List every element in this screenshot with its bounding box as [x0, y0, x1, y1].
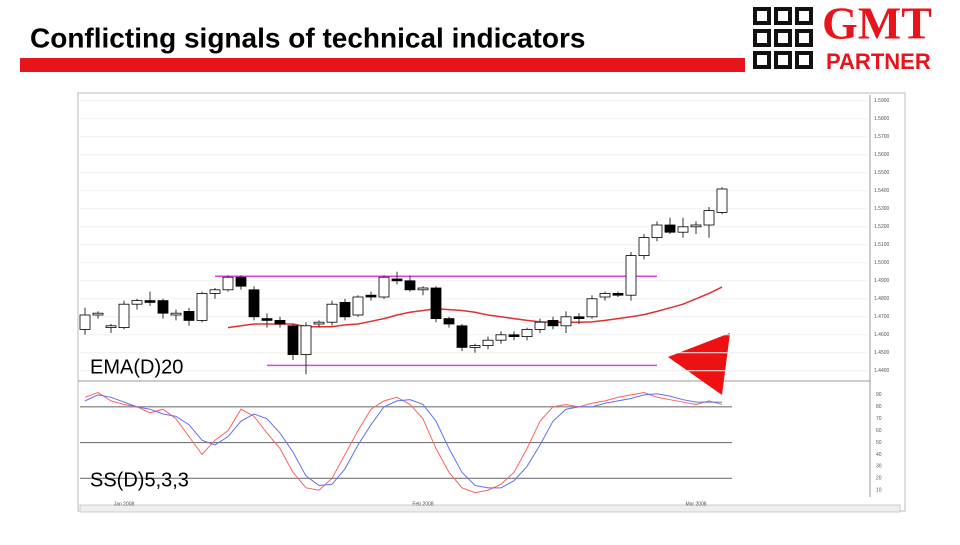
candle-body [495, 334, 507, 341]
indicator-label: EMA(D)20 [90, 356, 183, 378]
y-tick-label: 50 [876, 440, 882, 446]
logo-tagline: PARTNER [826, 49, 931, 74]
stochastic-line [84, 391, 723, 494]
candle-body [365, 294, 377, 298]
candle-body [651, 224, 663, 238]
candle-body [638, 237, 650, 257]
candle-body [677, 226, 689, 233]
candle-body [118, 303, 130, 329]
candle-body [313, 321, 325, 325]
candle-body [326, 303, 338, 323]
candle-body [599, 292, 611, 298]
indicator-label: SS(D)5,3,3 [90, 469, 189, 491]
candle-body [378, 276, 390, 298]
candle-body [79, 314, 91, 330]
candle-body [144, 300, 156, 303]
y-tick-label: 1.5000 [874, 260, 890, 266]
candle-body [300, 325, 312, 355]
candle-body [105, 325, 117, 328]
y-tick-label: 1.5900 [874, 98, 890, 104]
candle-body [352, 296, 364, 316]
y-tick-label: 1.4400 [874, 368, 890, 374]
candle-body [560, 316, 572, 327]
y-tick-label: 1.4800 [874, 296, 890, 302]
y-tick-label: 1.4600 [874, 332, 890, 338]
y-tick-label: 90 [876, 392, 882, 398]
candle-body [157, 300, 169, 314]
candle-body [443, 318, 455, 325]
candle-body [196, 292, 208, 321]
candle-body [586, 298, 598, 318]
y-tick-label: 70 [876, 416, 882, 422]
title-bar [20, 58, 745, 72]
y-tick-label: 1.5400 [874, 188, 890, 194]
y-tick-label: 1.4900 [874, 278, 890, 284]
candle-body [664, 224, 676, 233]
logo-grid [753, 7, 813, 69]
candle-body [482, 339, 494, 347]
candle-body [222, 276, 234, 291]
candle-body [235, 276, 247, 287]
y-tick-label: 20 [876, 476, 882, 482]
candle-body [391, 278, 403, 282]
y-tick-label: 1.5700 [874, 134, 890, 140]
candle-body [261, 318, 273, 321]
candle-body [287, 325, 299, 355]
candle-body [339, 301, 351, 318]
candle-body [248, 289, 260, 318]
y-tick-label: 1.5600 [874, 152, 890, 158]
y-tick-label: 60 [876, 428, 882, 434]
candle-body [612, 292, 624, 296]
x-tick-label: Jan 2008 [114, 501, 135, 507]
signal-arrow [668, 333, 730, 395]
y-tick-label: 30 [876, 464, 882, 470]
y-tick-label: 1.5300 [874, 206, 890, 212]
candle-body [183, 310, 195, 321]
chart-frame [77, 92, 906, 512]
candle-body [274, 319, 286, 325]
y-tick-label: 1.5200 [874, 224, 890, 230]
stochastic-line [84, 393, 722, 489]
candle-body [521, 328, 533, 337]
x-tick-label: Feb 2008 [412, 501, 433, 507]
y-tick-label: 80 [876, 404, 882, 410]
candle-body [170, 312, 182, 316]
candle-body [209, 289, 221, 294]
candle-body [703, 210, 715, 226]
candle-body [534, 321, 546, 330]
candle-body [716, 188, 728, 213]
candle-body [573, 316, 585, 319]
scrollbar [79, 504, 901, 513]
logo-name: GMT [822, 0, 932, 49]
candle-body [417, 287, 429, 291]
candle-body [404, 280, 416, 291]
candle-body [508, 334, 520, 337]
slide-title: Conflicting signals of technical indicat… [30, 22, 585, 53]
candle-body [92, 312, 104, 316]
y-tick-label: 40 [876, 452, 882, 458]
candle-body [131, 300, 143, 305]
y-tick-label: 1.5100 [874, 242, 890, 248]
y-tick-label: 1.5500 [874, 170, 890, 176]
y-tick-label: 1.4700 [874, 314, 890, 320]
x-tick-label: Mar 2008 [685, 501, 706, 507]
candle-body [469, 345, 481, 348]
candle-body [456, 325, 468, 348]
y-tick-label: 1.4500 [874, 350, 890, 356]
y-tick-label: 10 [876, 488, 882, 494]
candle-body [430, 287, 442, 320]
y-tick-label: 1.5800 [874, 116, 890, 122]
candle-body [690, 224, 702, 228]
candle-body [547, 319, 559, 327]
candle-body [625, 255, 637, 296]
